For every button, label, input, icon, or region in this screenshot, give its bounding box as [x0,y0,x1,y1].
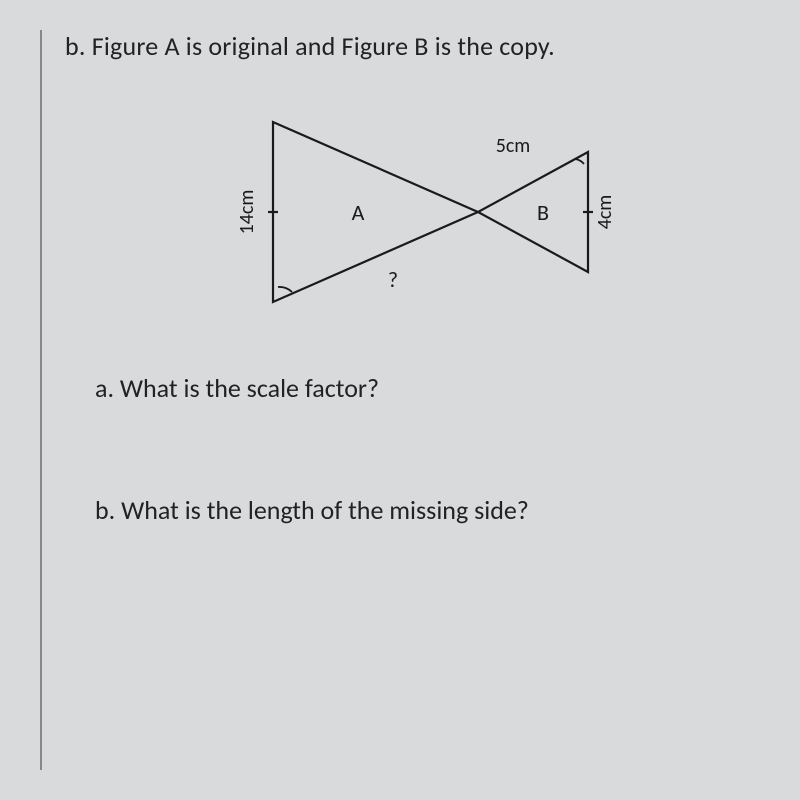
page: b. Figure A is original and Figure B is … [0,0,800,800]
triangle-b [478,152,588,272]
subquestion-a: a. What is the scale factor? [95,372,760,404]
triangle-a [273,122,478,302]
label-5cm: 5cm [495,134,530,158]
diagram-wrap: A B 14cm 4cm 5cm? [65,92,760,332]
content-area: b. Figure A is original and Figure B is … [40,30,760,526]
label-figure-b: B [537,199,549,226]
question-header: b. Figure A is original and Figure B is … [65,30,760,62]
bowtie-diagram: A B 14cm 4cm 5cm? [183,92,643,332]
subquestion-b: b. What is the length of the missing sid… [95,494,760,526]
label-4cm: 4cm [593,195,617,230]
label-14cm: 14cm [235,190,259,235]
left-margin-rule [40,30,42,770]
label-figure-a: A [351,199,364,226]
angle-mark-b [575,159,584,164]
label-unknown: ? [387,266,397,293]
angle-mark-a [278,287,292,292]
